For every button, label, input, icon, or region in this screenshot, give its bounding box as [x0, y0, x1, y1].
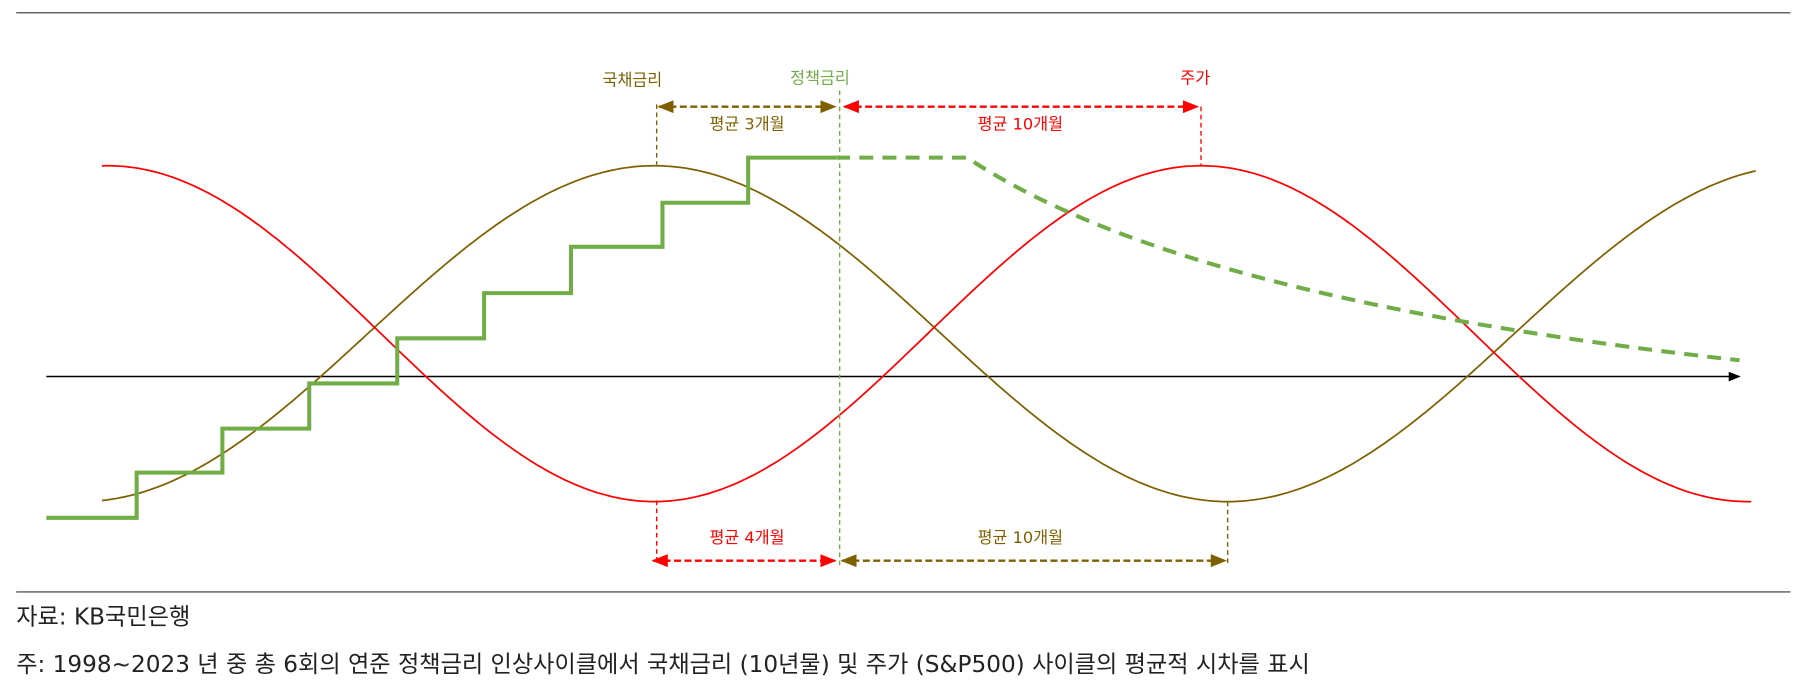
- policy-label: 정책금리: [790, 68, 850, 87]
- note: 주: 1998~2023 년 중 총 6회의 연준 정책금리 인상사이클에서 국…: [16, 652, 1310, 678]
- lag-label: 평균 10개월: [978, 115, 1063, 134]
- bond-curve: [101, 164, 1756, 503]
- source: 자료: KB국민은행: [16, 604, 190, 630]
- stock-curve: [101, 164, 1752, 503]
- policy-projection: [836, 155, 1740, 363]
- bond-label: 국채금리: [603, 71, 663, 90]
- policy-step: [46, 155, 837, 520]
- lag-label: 평균 3개월: [709, 115, 784, 134]
- lag-label: 평균 4개월: [709, 528, 784, 547]
- stock-label: 주가: [1180, 68, 1210, 87]
- lag-label: 평균 10개월: [978, 528, 1063, 547]
